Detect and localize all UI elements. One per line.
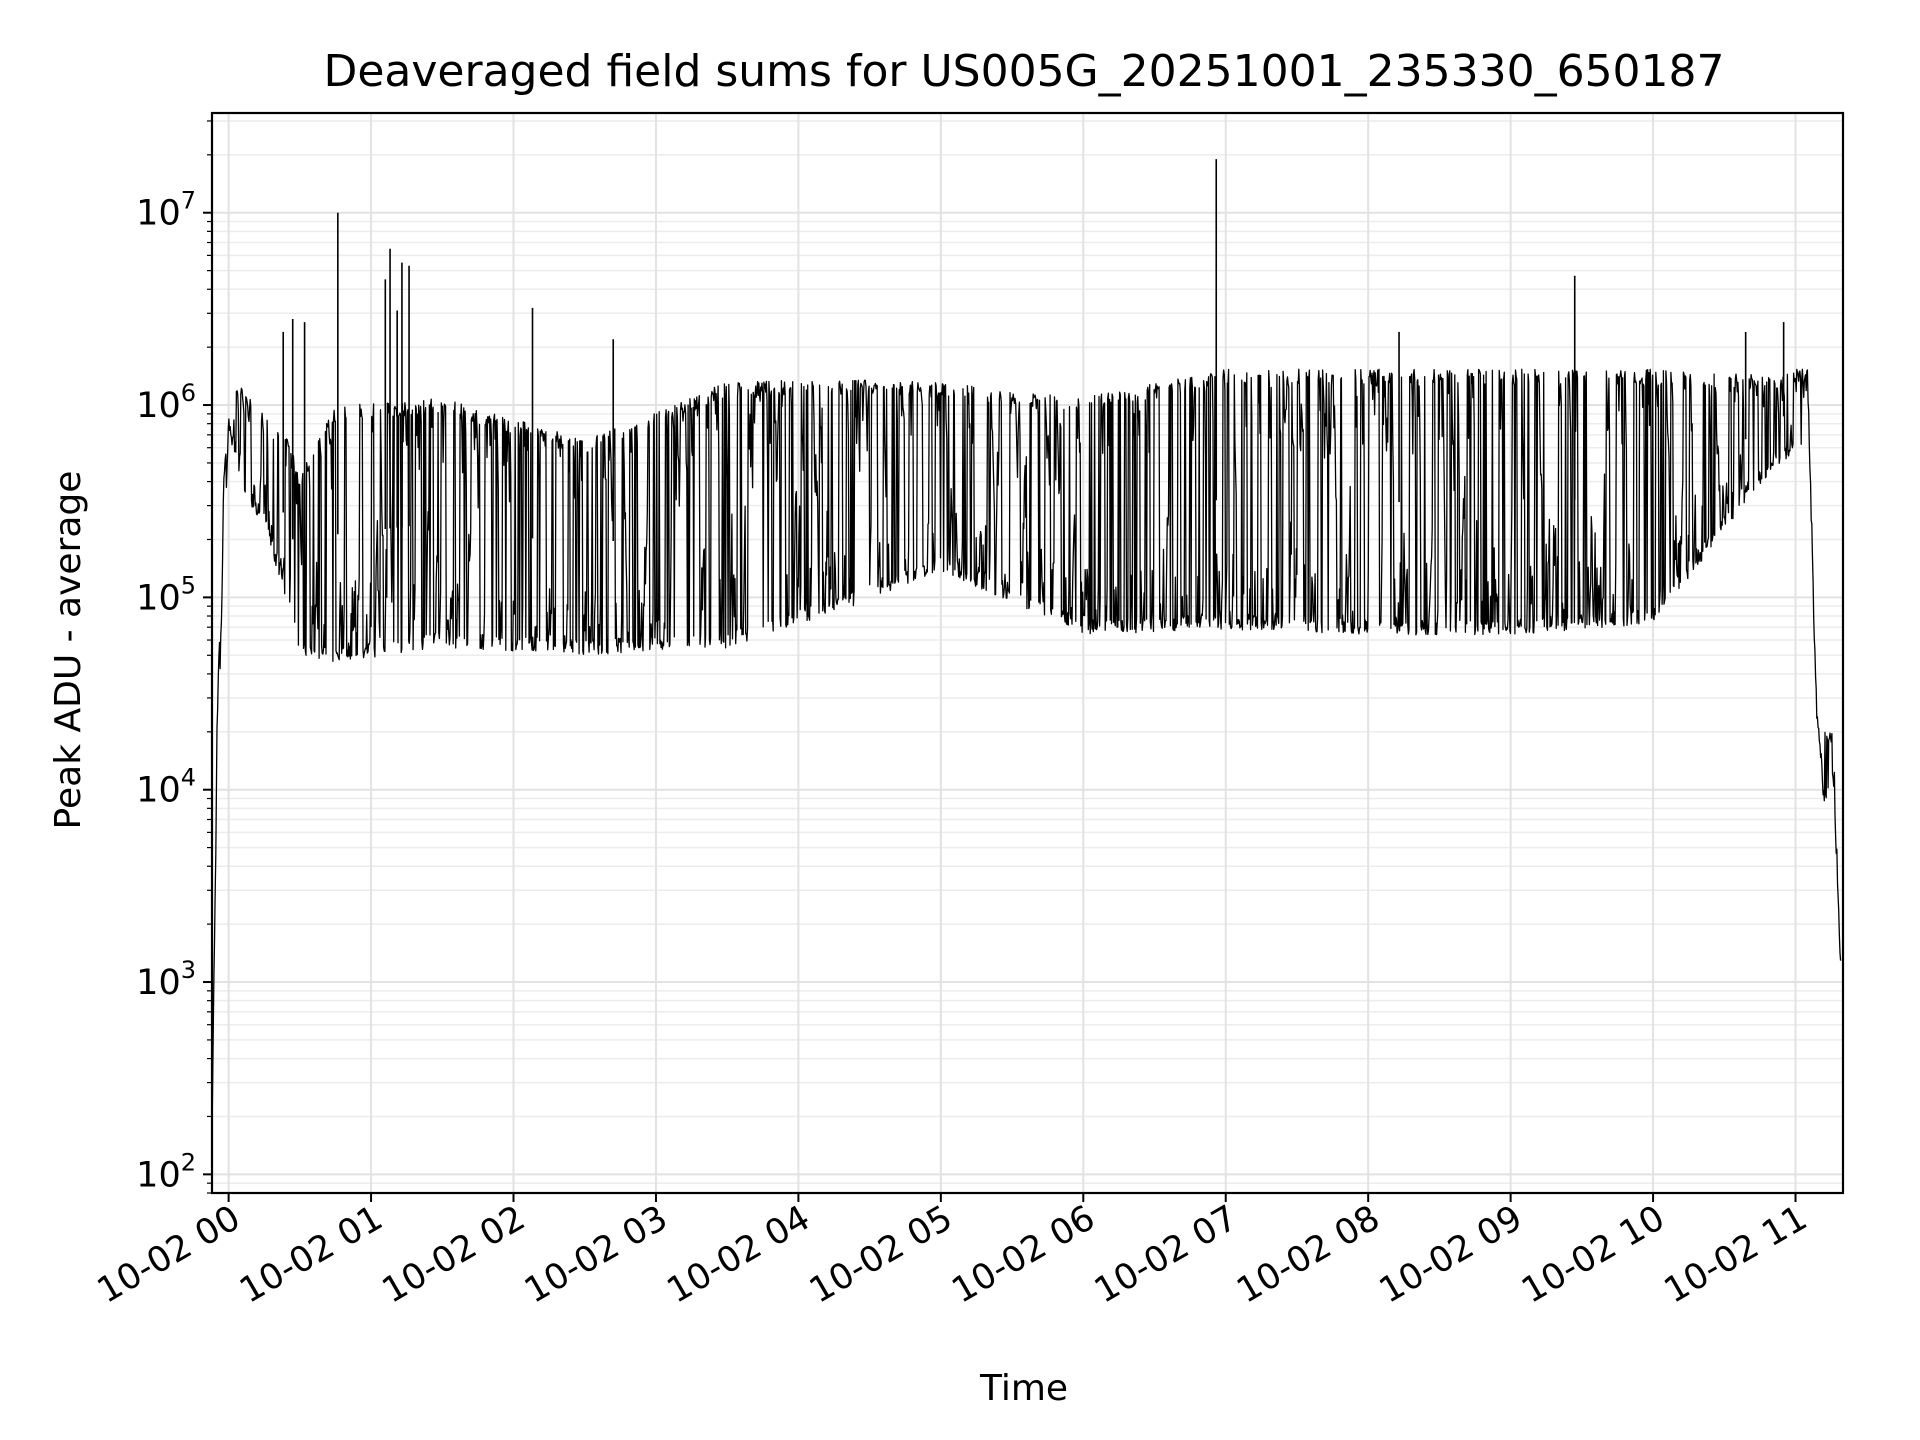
y-tick-label: 107 [136, 187, 196, 234]
y-tick-label: 105 [136, 571, 196, 618]
y-tick-label-exponent: 3 [181, 956, 196, 984]
y-tick-label-base: 10 [136, 1155, 181, 1195]
y-tick-label-base: 10 [136, 963, 181, 1003]
y-tick-label-exponent: 6 [181, 379, 196, 407]
y-tick-label-base: 10 [136, 578, 181, 618]
y-tick-label: 106 [136, 379, 196, 426]
plot-frame [210, 111, 1845, 1195]
y-tick-label-base: 10 [136, 194, 181, 234]
series [211, 159, 1842, 1139]
y-tick-label-base: 10 [136, 771, 181, 811]
y-tick-label-exponent: 7 [181, 187, 196, 215]
y-tick-label: 103 [136, 956, 196, 1003]
y-tick-label: 104 [136, 764, 196, 811]
y-axis-label: Peak ADU - average [48, 471, 89, 830]
y-tick-label-base: 10 [136, 386, 181, 426]
y-tick-label: 102 [136, 1148, 196, 1195]
y-tick-label-exponent: 2 [181, 1148, 196, 1176]
x-axis-label: Time [979, 1368, 1068, 1409]
y-tick-label-exponent: 4 [181, 764, 196, 792]
series-line [211, 368, 1842, 1139]
chart-title: Deaveraged field sums for US005G_2025100… [323, 46, 1724, 97]
y-tick-label-exponent: 5 [181, 571, 196, 599]
